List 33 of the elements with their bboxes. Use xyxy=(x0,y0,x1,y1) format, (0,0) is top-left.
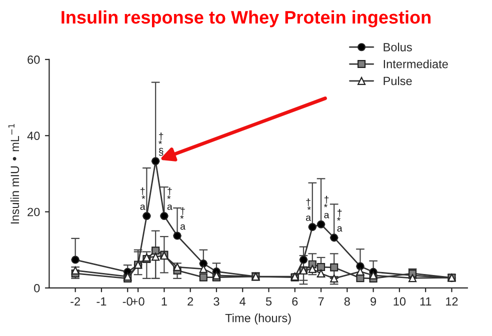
x-tick-label: -0 xyxy=(122,297,132,306)
y-tick-label: 40 xyxy=(27,132,40,140)
x-tick-label: -1 xyxy=(96,297,106,306)
legend-label: Pulse xyxy=(384,76,412,86)
y-tick-label: 0 xyxy=(34,284,40,292)
x-tick-label: +0 xyxy=(132,297,144,306)
x-tick-label: 5 xyxy=(266,297,272,306)
chart-title: Insulin response to Whey Protein ingestion xyxy=(62,10,430,28)
legend-label: Intermediate xyxy=(384,60,448,68)
x-tick-label: 11 xyxy=(420,297,432,306)
annotation: † * a xyxy=(306,198,312,221)
x-tick-label: 3 xyxy=(214,297,220,306)
x-tick-label: 7 xyxy=(318,297,324,306)
x-tick-label: 4 xyxy=(240,297,246,306)
annotation: † * § xyxy=(158,132,164,156)
x-tick-label: 8 xyxy=(344,297,350,306)
x-tick-label: 10 xyxy=(394,297,406,306)
y-tick-label: 60 xyxy=(28,56,40,64)
annotation: † * a xyxy=(324,196,330,218)
x-tick-label: 6 xyxy=(292,297,298,306)
x-tick-label: -2 xyxy=(70,297,80,306)
x-tick-label: 1 xyxy=(162,297,167,306)
annotation: † * a xyxy=(337,209,342,232)
x-tick-label: 2 xyxy=(188,297,194,306)
y-tick-label: 20 xyxy=(28,208,40,216)
annotation: † * a xyxy=(167,187,172,210)
y-axis-title: Insulin mIU • mL$^{−1}$ xyxy=(8,124,20,224)
annotation: † * a xyxy=(180,207,186,230)
x-tick-label: 12 xyxy=(446,297,458,306)
x-axis-title: Time (hours) xyxy=(225,314,291,325)
annotation: † * a xyxy=(140,187,146,210)
legend-label: Bolus xyxy=(384,42,412,52)
x-tick-label: 9 xyxy=(370,297,376,306)
